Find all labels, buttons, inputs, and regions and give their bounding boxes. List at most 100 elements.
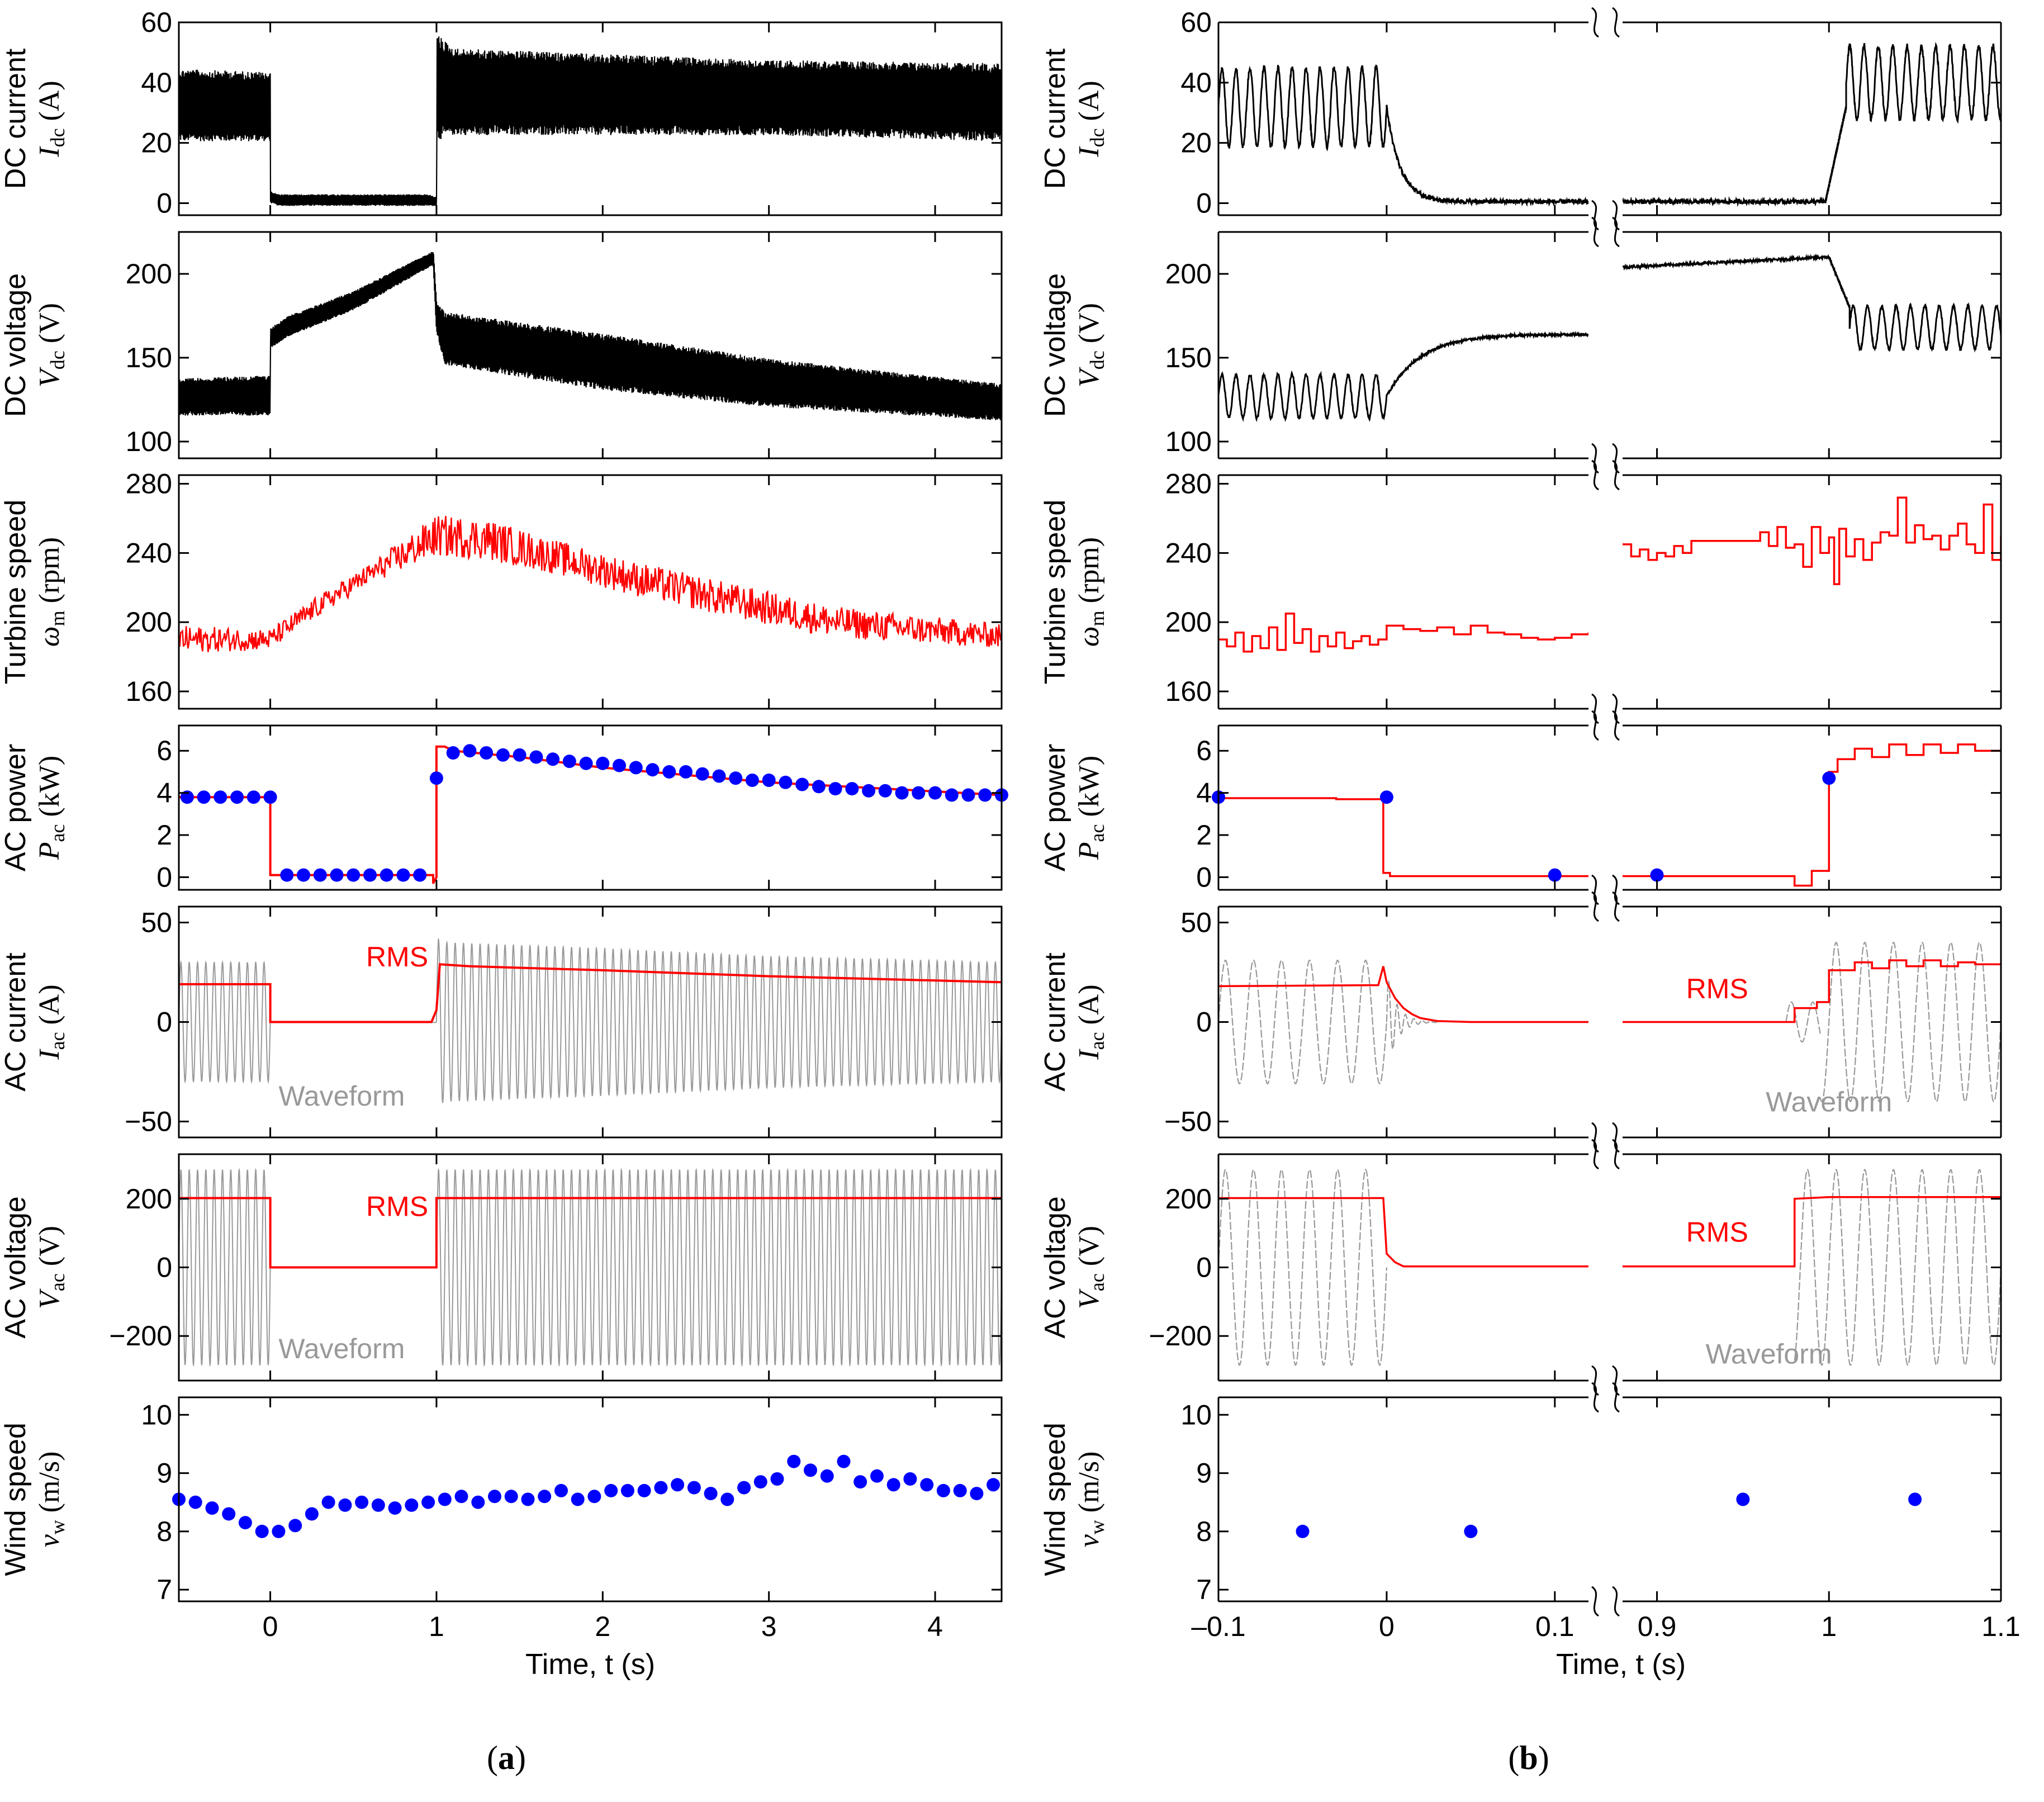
- a-wind_speed-ylabel-title: Wind speed: [0, 1422, 32, 1576]
- b-turbine_speed_b-ylabel: Turbine speed ωm (rpm): [1039, 500, 1108, 685]
- a-ac_power-series-P_ac_points-point-22: [546, 752, 560, 766]
- a-turbine_speed-plot-area: [179, 515, 1002, 652]
- a-ac_power-series-P_ac_points-point-8: [313, 868, 327, 882]
- b-ac_power_b-break-mark-2: [1612, 710, 1620, 741]
- a-wind_speed-series-v_w-point-42: [870, 1469, 884, 1483]
- a-ac_power-series-P_ac_points-point-9: [330, 868, 344, 882]
- a-ac_voltage-ylabel-title: AC voltage: [0, 1196, 32, 1338]
- a-dc_voltage-series-V_dc-group: [179, 252, 1002, 420]
- a-ac_power-series-P_ac_points-point-33: [729, 771, 743, 785]
- b-ac_power_b-series-P_ac_points-seg-0-point-2: [1548, 868, 1562, 882]
- b-turbine_speed_b-frame: [1217, 459, 2002, 724]
- b-wind_speed_b-xtick-label-0-1: 0: [1379, 1611, 1395, 1642]
- a-ac_power-series-P_ac_points-point-21: [529, 750, 543, 764]
- a-xlabel: Time, t (s): [525, 1648, 655, 1681]
- b-dc_voltage_b-break-mark-0: [1591, 216, 1599, 248]
- b-dc_current_b-ytick-label-0: 0: [1196, 187, 1212, 219]
- a-turbine_speed-ytick-label-1: 200: [126, 606, 172, 638]
- a-wind_speed-series-v_w-point-32: [704, 1487, 718, 1501]
- a-dc_current-ylabel-title: DC current: [0, 48, 32, 189]
- a-wind_speed-series-v_w-point-17: [454, 1490, 468, 1504]
- b-dc_current_b-break-mark-2: [1612, 7, 1620, 38]
- b-wind_speed_b-frame: [1217, 1382, 2002, 1617]
- a-wind_speed-series-v_w-point-47: [953, 1483, 967, 1497]
- a-wind_speed-series-v_w-point-45: [920, 1478, 934, 1492]
- a-wind_speed-series-v_w-point-1: [188, 1495, 202, 1509]
- a-ac_current-plot-area: [179, 937, 1002, 1103]
- a-wind_speed-series-v_w-point-15: [421, 1495, 435, 1509]
- b-wind_speed_b-xtick-label-0-2: 0.1: [1535, 1611, 1575, 1642]
- b-turbine_speed_b-ylabel-title: Turbine speed: [1039, 500, 1071, 685]
- panel-label-a: (a): [487, 1739, 526, 1776]
- b-wind_speed_b-break-mark-2: [1612, 1382, 1620, 1413]
- a-dc_current-ylabel: DC current Idc (A): [0, 48, 69, 189]
- b-wind_speed_b-break-mark-1: [1591, 1586, 1599, 1617]
- b-ac_current_b-series-I_ac_rms-seg-0: [1218, 966, 1588, 1023]
- a-dc_voltage-ytick-label-0: 100: [126, 426, 172, 457]
- b-dc_voltage_b-ylabel: DC voltage Vdc (V): [1039, 273, 1108, 417]
- a-dc_voltage-series-V_dc: [179, 252, 1002, 420]
- a-wind_speed-series-v_w-point-29: [654, 1481, 668, 1495]
- a-turbine_speed-ylabel-title: Turbine speed: [0, 500, 32, 685]
- a-ac_power-series-P_ac_points-point-45: [928, 786, 942, 800]
- b-ac_current_b-ylabel: AC current Iac (A): [1039, 952, 1108, 1092]
- a-ac_power-series-P_ac_points-point-35: [762, 774, 776, 787]
- b-ac_voltage_b-series-V_ac_waveform-seg-0-part-0: [1218, 1169, 1387, 1366]
- b-ac_power_b-series-P_ac_seg2-seg-1: [1623, 743, 2001, 887]
- b-wind_speed_b-ylabel-title: Wind speed: [1039, 1422, 1071, 1576]
- a-turbine_speed-ytick-label-2: 240: [126, 537, 172, 568]
- b-dc_current_b-ytick-label-2: 40: [1180, 67, 1212, 98]
- b-turbine_speed_b-plot-area-1: [1623, 496, 2001, 585]
- a-ac_power-ylabel-title: AC power: [0, 744, 32, 871]
- a-wind_speed-ylabel-symbol: vw (m/s): [34, 1452, 69, 1548]
- a-wind_speed-series-v_w-point-27: [620, 1483, 634, 1497]
- a-dc_current-series-I_dc: [179, 36, 1002, 206]
- a-wind_speed-series-v_w-point-34: [737, 1481, 751, 1495]
- b-wind_speed_b-series-v_w-seg-1-point-3: [1908, 1492, 1922, 1506]
- a-ac_power-series-P_ac_points-point-28: [646, 763, 660, 777]
- a-ac_power-series-P_ac_points-point-0: [180, 790, 194, 804]
- b-ac_power_b-series-P_ac_points-seg-0: [1212, 790, 1562, 882]
- a-wind_speed-xtick-label-1: 1: [429, 1611, 444, 1642]
- a-wind_speed-series-v_w-point-24: [571, 1492, 585, 1506]
- b-ac_voltage_b-ylabel: AC voltage Vac (V): [1039, 1196, 1108, 1338]
- a-dc_voltage-ylabel-symbol: Vdc (V): [34, 303, 69, 387]
- b-wind_speed_b-xtick-label-0-0: –0.1: [1191, 1611, 1245, 1642]
- a-ac_power-series-P_ac_points-point-14: [413, 868, 427, 882]
- a-wind_speed-series-v_w-point-3: [222, 1507, 236, 1521]
- b-ac_current_b-annotation-0: RMS: [1686, 973, 1748, 1004]
- a-dc_current-ylabel-symbol: Idc (A): [34, 80, 69, 158]
- b-ac_power_b-ytick-label-3: 6: [1196, 735, 1212, 766]
- a-wind_speed-series-v_w-point-46: [936, 1483, 950, 1497]
- a-ac_power-series-P_ac_points-point-43: [895, 786, 909, 800]
- b-dc_voltage_b-ylabel-title: DC voltage: [1039, 273, 1071, 417]
- b-dc_current_b-ylabel-symbol: Idc (A): [1073, 80, 1108, 158]
- a-ac_power-series-P_ac_points-point-25: [596, 756, 610, 770]
- a-ac_power-series-P_ac_points-point-3: [230, 790, 244, 804]
- a-wind_speed-ylabel: Wind speed vw (m/s): [0, 1422, 69, 1576]
- a-ac_power-series-P_ac_points-point-19: [496, 748, 510, 762]
- b-ac_power_b-series-P_ac_points-seg-1: [1650, 771, 1836, 882]
- a-wind_speed-series-v_w-point-35: [753, 1475, 767, 1489]
- b-ac_voltage_b-ytick-label-2: 200: [1165, 1183, 1212, 1215]
- a-wind_speed-series-v_w-point-28: [637, 1483, 651, 1497]
- b-wind_speed_b-ytick-label-2: 9: [1196, 1458, 1212, 1489]
- b-ac_power_b-series-P_ac_points-seg-1-point-4: [1822, 771, 1836, 785]
- b-ac_voltage_b-plot-area-1: [1623, 1169, 2001, 1366]
- a-wind_speed-series-v_w-point-48: [970, 1487, 984, 1501]
- a-ac_power-series-P_ac_points-point-36: [779, 775, 793, 789]
- b-turbine_speed_b-ytick-label-2: 240: [1165, 537, 1212, 568]
- a-ac_power-series-P_ac_points-point-11: [363, 868, 377, 882]
- a-ac_current-series-I_ac_rms: [179, 963, 1002, 1023]
- a-wind_speed-series-v_w-point-37: [787, 1454, 801, 1468]
- b-ac_voltage_b-ylabel-title: AC voltage: [1039, 1196, 1071, 1338]
- a-wind_speed-series-v_w-point-22: [538, 1490, 552, 1504]
- b-dc_voltage_b-series-V_dc-seg-0: [1218, 330, 1588, 423]
- a-wind_speed-series-v_w-point-18: [471, 1495, 485, 1509]
- b-ac_current_b-break-mark-1: [1591, 1122, 1599, 1153]
- b-ac_power_b-ytick-label-2: 4: [1196, 777, 1212, 809]
- b-ac_voltage_b-annotation-1: Waveform: [1706, 1338, 1832, 1369]
- a-ac_power-ytick-label-0: 0: [156, 861, 172, 893]
- a-ac_power-series-P_ac_points-point-12: [380, 868, 393, 882]
